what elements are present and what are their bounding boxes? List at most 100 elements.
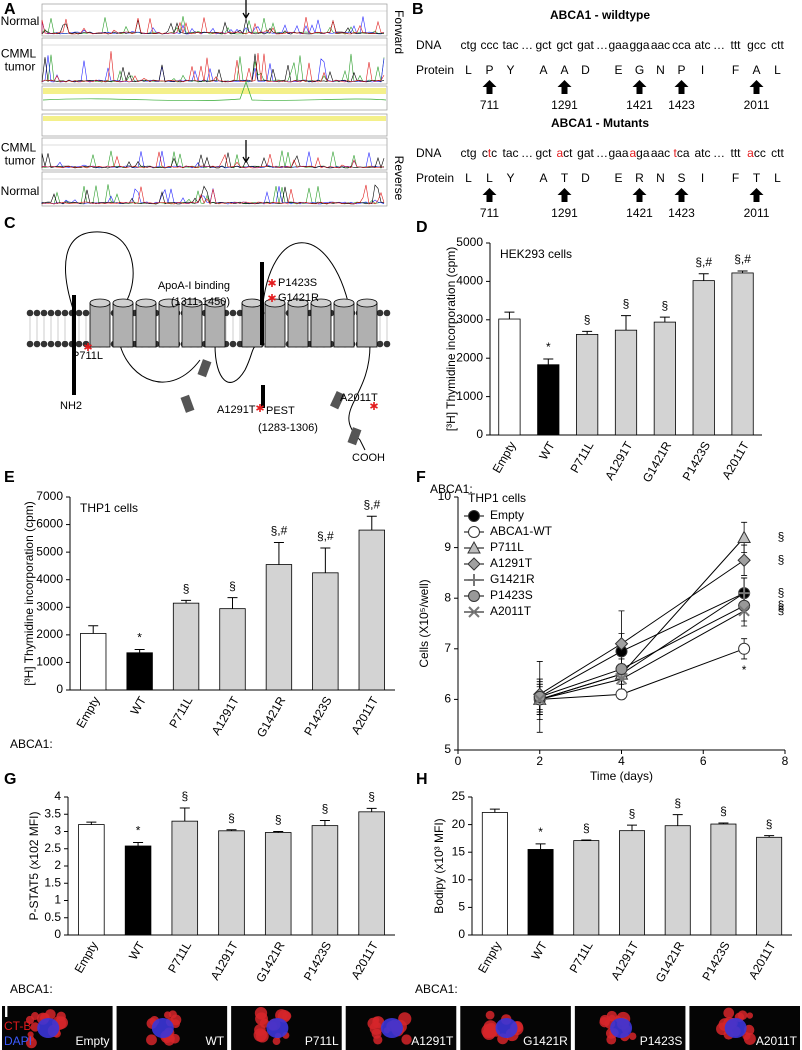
position-label: 1291	[551, 98, 578, 112]
codon: gct	[535, 146, 552, 160]
significance-label: §	[322, 802, 329, 816]
mutation-star	[268, 279, 276, 287]
arrow	[632, 188, 647, 202]
position-label: 2011	[744, 98, 770, 112]
error-bar	[181, 599, 192, 604]
codon: ttt	[730, 146, 741, 160]
bar	[664, 825, 691, 936]
x-tick-label: 4	[618, 754, 625, 768]
helix-top	[89, 298, 111, 308]
panel-letter: I	[4, 1004, 8, 1021]
diagram-label: G1421R	[278, 292, 319, 304]
stain-blue	[37, 1018, 60, 1038]
series-line	[539, 559, 745, 695]
x-tick-label: 6	[700, 754, 707, 768]
loop	[65, 231, 134, 313]
stain-red	[746, 1012, 753, 1019]
diagram-label: P711L	[72, 350, 103, 362]
amino-acid: L	[774, 63, 781, 77]
amino-acid: F	[732, 171, 739, 185]
loop	[261, 242, 351, 313]
y-tick-label: 3000	[36, 599, 63, 613]
amino-acid: A	[752, 63, 760, 77]
codon: ctt	[771, 146, 784, 160]
y-axis-label: [³H] Thymidine incorporation (cpm)	[22, 501, 36, 686]
codon: ctc	[482, 146, 497, 160]
x-tick-label: WT	[126, 939, 148, 963]
significance-label: *	[546, 340, 551, 354]
direction-label: Forward	[392, 10, 406, 54]
codon: …	[596, 146, 608, 160]
significance-label: §,#	[734, 252, 751, 266]
helix-top	[333, 298, 355, 308]
lipid-head	[75, 309, 83, 317]
error-bar	[718, 822, 729, 825]
y-tick-label: 5000	[456, 235, 483, 249]
panel-letter: G	[4, 771, 16, 788]
condition-label: P1423S	[640, 1034, 683, 1048]
stain-red	[25, 1015, 35, 1025]
y-tick-label: 2000	[36, 627, 63, 641]
marker	[738, 605, 750, 617]
panel-letter: C	[4, 215, 16, 232]
x-tick-label: 8	[782, 754, 789, 768]
amino-acid: D	[581, 171, 590, 185]
lipid-head	[26, 309, 34, 317]
x-tick-label: Empty	[72, 939, 101, 975]
codon: tca	[673, 146, 689, 160]
bar	[692, 280, 715, 436]
lipid-head	[61, 309, 69, 317]
bar	[171, 820, 199, 936]
stain-label: DAPI	[4, 1034, 32, 1048]
trace-box	[41, 171, 388, 207]
bar	[311, 825, 339, 936]
codon: …	[596, 38, 608, 52]
stain-blue	[266, 1018, 289, 1038]
x-tick-label: A1291T	[602, 439, 635, 483]
x-axis-label: ABCA1:	[430, 482, 473, 496]
y-tick-label: 25	[452, 789, 466, 803]
stain-red	[272, 1037, 281, 1045]
y-tick-label: 3000	[456, 312, 483, 326]
bar	[614, 329, 638, 436]
legend-label: ABCA1-WT	[490, 524, 553, 538]
sequence-title: ABCA1 - Mutants	[551, 116, 649, 130]
protein-label: Protein	[416, 171, 454, 185]
legend-label: Empty	[490, 508, 524, 522]
helix	[204, 302, 226, 348]
loop	[119, 344, 201, 383]
x-axis-label: Time (days)	[590, 769, 653, 783]
chart-title: THP1 cells	[468, 491, 526, 505]
amino-acid: A	[539, 171, 547, 185]
significance-label: §	[778, 603, 785, 617]
y-tick-label: 0	[54, 927, 61, 941]
codon: aac	[651, 146, 670, 160]
stain-red	[743, 1032, 756, 1045]
series-line	[539, 592, 745, 700]
trace	[41, 184, 385, 205]
helix-top	[181, 298, 203, 308]
stain-red	[485, 1025, 498, 1037]
nbd	[197, 359, 212, 378]
y-tick-label: 4000	[456, 274, 483, 288]
series-line	[539, 592, 745, 698]
codon: ctt	[771, 38, 784, 52]
position-label: 711	[480, 206, 499, 220]
amino-acid: L	[774, 171, 781, 185]
helix	[158, 302, 180, 348]
x-tick-label: A1291T	[209, 694, 242, 738]
stain-red	[606, 1034, 617, 1045]
stain-red	[25, 1037, 37, 1049]
helix	[287, 302, 309, 348]
error-bar	[273, 541, 284, 565]
error-bar	[366, 807, 377, 812]
nbd	[180, 394, 195, 413]
position-label: 2011	[744, 206, 770, 220]
x-tick-label: P711L	[567, 939, 596, 976]
marker	[468, 606, 480, 618]
bar	[481, 812, 508, 936]
x-tick-label: A1291T	[608, 939, 641, 983]
helix	[181, 302, 203, 348]
panel-letter: D	[416, 219, 428, 236]
amino-acid: P	[485, 63, 493, 77]
